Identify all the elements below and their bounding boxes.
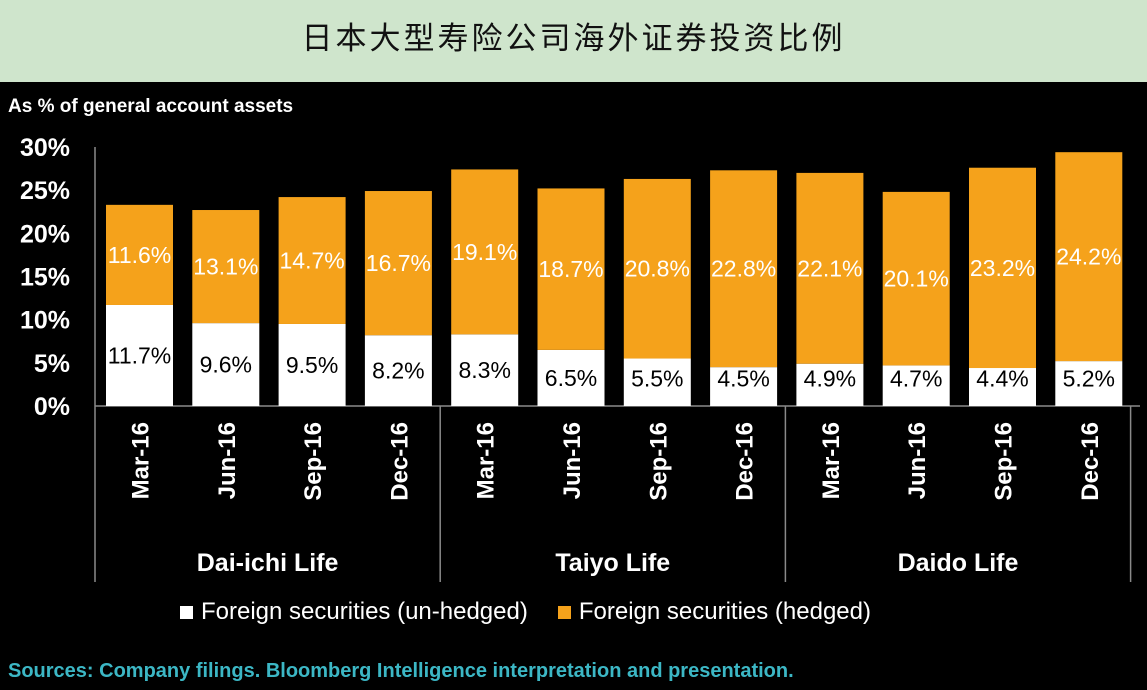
bar-unhedged (278, 323, 346, 406)
legend-swatch-hedged (557, 605, 571, 619)
bar-unhedged (969, 368, 1036, 406)
source-note: Sources: Company filings. Bloomberg Inte… (8, 660, 794, 682)
bar-hedged (451, 169, 519, 335)
legend-label-unhedged: Foreign securities (un-hedged) (201, 598, 528, 625)
bar-hedged (796, 172, 864, 364)
legend-label-hedged: Foreign securities (hedged) (578, 598, 871, 625)
legend-item-unhedged: Foreign securities (un-hedged) (180, 598, 528, 626)
x-tick-label: Sep-16 (645, 422, 672, 501)
plot-area: 0% 5% 10% 15% 20% 25% 30% 11.7% 11.6% Mar-16 9.6% 1… (20, 134, 1140, 582)
bar-hedged (537, 188, 605, 350)
data-label-hedged: 24.2% (1056, 244, 1121, 270)
x-tick-label: Sep-16 (991, 422, 1018, 501)
group-label: Daido Life (898, 549, 1019, 577)
y-tick-label: 20% (20, 220, 70, 248)
bar-unhedged (451, 334, 519, 406)
data-label-hedged: 20.1% (884, 266, 949, 292)
x-tick-label: Dec-16 (1077, 422, 1104, 501)
data-label-hedged: 22.1% (797, 255, 862, 281)
legend: Foreign securities (un-hedged) Foreign s… (180, 594, 871, 630)
bar-hedged (106, 204, 173, 305)
data-label-hedged: 19.1% (452, 239, 517, 265)
group-label: Dai-ichi Life (197, 549, 339, 577)
data-label-hedged: 18.7% (538, 256, 603, 282)
y-tick-label: 30% (20, 134, 70, 162)
data-label-unhedged: 5.2% (1063, 365, 1115, 391)
data-label-unhedged: 9.5% (286, 352, 338, 378)
y-tick-label: 5% (34, 350, 70, 378)
data-label-unhedged: 8.3% (458, 357, 510, 383)
bar-unhedged (1055, 361, 1123, 406)
y-axis-label: As % of general account assets (8, 96, 293, 117)
stacked-bar-chart: As % of general account assets 0% 5% 10% 15… (8, 96, 1140, 582)
data-label-unhedged: 9.6% (200, 352, 252, 378)
bar-unhedged (106, 304, 173, 406)
bar-hedged (192, 210, 260, 324)
x-tick-label: Dec-16 (732, 422, 759, 501)
x-tick-label: Jun-16 (904, 422, 931, 499)
bar-hedged (1055, 152, 1123, 362)
bar-unhedged (537, 349, 605, 406)
data-label-hedged: 22.8% (711, 256, 776, 282)
data-label-unhedged: 8.2% (372, 358, 424, 384)
data-label-unhedged: 4.7% (890, 365, 942, 391)
bar-hedged (278, 197, 346, 324)
x-tick-label: Mar-16 (473, 422, 500, 499)
data-label-unhedged: 4.4% (976, 365, 1028, 391)
bar-unhedged (882, 365, 950, 406)
bar-hedged (364, 191, 432, 336)
group-label: Taiyo Life (555, 549, 670, 577)
data-label-hedged: 14.7% (279, 248, 344, 274)
page-title: 日本大型寿险公司海外证券投资比例 (301, 20, 846, 57)
bar-unhedged (364, 335, 432, 406)
legend-swatch-unhedged (180, 605, 193, 619)
data-label-unhedged: 5.5% (631, 365, 683, 391)
data-label-hedged: 13.1% (193, 254, 258, 280)
y-tick-label: 10% (20, 307, 70, 335)
y-tick-label: 25% (20, 177, 70, 205)
data-label-unhedged: 6.5% (545, 365, 597, 391)
bar-unhedged (796, 363, 864, 406)
bar-unhedged (710, 367, 778, 406)
data-label-hedged: 20.8% (625, 256, 690, 282)
bar-hedged (623, 178, 691, 359)
x-tick-label: Mar-16 (128, 422, 155, 499)
x-tick-label: Mar-16 (818, 422, 845, 499)
bar-hedged (710, 170, 778, 368)
y-tick-label: 15% (20, 264, 70, 292)
data-label-unhedged: 11.7% (108, 342, 172, 368)
x-tick-label: Jun-16 (559, 422, 586, 499)
bar-hedged (969, 167, 1036, 369)
x-tick-label: Dec-16 (386, 422, 413, 501)
legend-item-hedged: Foreign securities (hedged) (557, 598, 871, 626)
bar-hedged (882, 191, 950, 366)
chart-panel: As % of general account assets 0% 5% 10% 15… (0, 82, 1147, 690)
bar-unhedged (192, 323, 260, 406)
x-tick-label: Jun-16 (214, 422, 241, 499)
x-tick-label: Sep-16 (300, 422, 327, 501)
data-label-unhedged: 4.9% (804, 365, 856, 391)
y-tick-label: 0% (34, 393, 70, 421)
bar-unhedged (623, 358, 691, 406)
data-label-unhedged: 4.5% (717, 365, 769, 391)
data-label-hedged: 11.6% (108, 242, 172, 268)
data-label-hedged: 16.7% (366, 250, 431, 276)
data-label-hedged: 23.2% (970, 255, 1035, 281)
